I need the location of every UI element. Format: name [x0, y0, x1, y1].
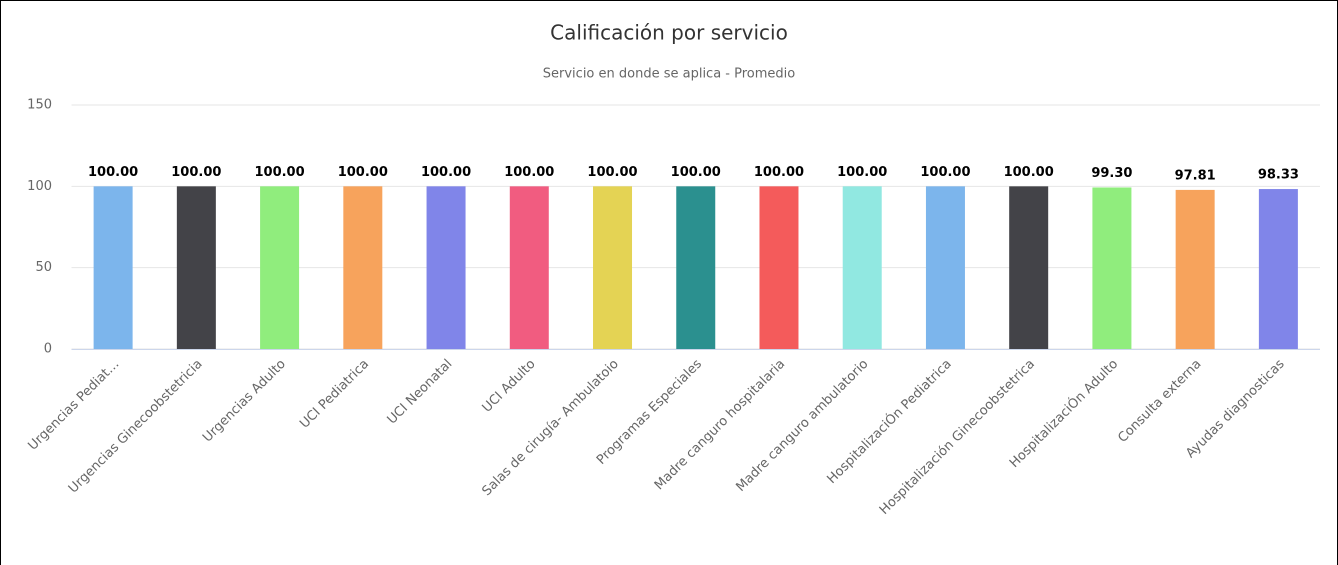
data-label: 100.00 [88, 165, 138, 180]
data-label: 100.00 [254, 165, 304, 180]
data-label: 100.00 [671, 165, 721, 180]
chart-subtitle: Servicio en donde se aplica - Promedio [543, 67, 796, 82]
bar [1258, 189, 1298, 349]
data-label: 100.00 [421, 165, 471, 180]
bar [176, 186, 216, 349]
bar [759, 186, 799, 349]
bar [260, 186, 300, 349]
bar [593, 186, 633, 349]
chart-title: Calificación por servicio [550, 21, 788, 45]
data-label: 100.00 [920, 165, 970, 180]
bar [343, 186, 383, 349]
bar [93, 186, 133, 349]
bar [842, 186, 882, 349]
y-tick-label: 0 [44, 342, 52, 357]
data-label: 98.33 [1258, 168, 1299, 183]
data-label: 100.00 [754, 165, 804, 180]
data-label: 100.00 [587, 165, 637, 180]
data-label: 100.00 [504, 165, 554, 180]
y-tick-label: 50 [35, 260, 52, 275]
data-label: 100.00 [1004, 165, 1054, 180]
y-tick-label: 100 [27, 179, 52, 194]
data-label: 97.81 [1175, 168, 1216, 183]
bar [509, 186, 549, 349]
bar [676, 186, 716, 349]
bar [925, 186, 965, 349]
bar [426, 186, 466, 349]
bar [1009, 186, 1049, 349]
data-label: 99.30 [1091, 166, 1132, 181]
bar [1092, 187, 1132, 349]
data-label: 100.00 [338, 165, 388, 180]
data-label: 100.00 [171, 165, 221, 180]
data-label: 100.00 [837, 165, 887, 180]
y-tick-label: 150 [27, 98, 52, 113]
bar [1175, 189, 1215, 349]
